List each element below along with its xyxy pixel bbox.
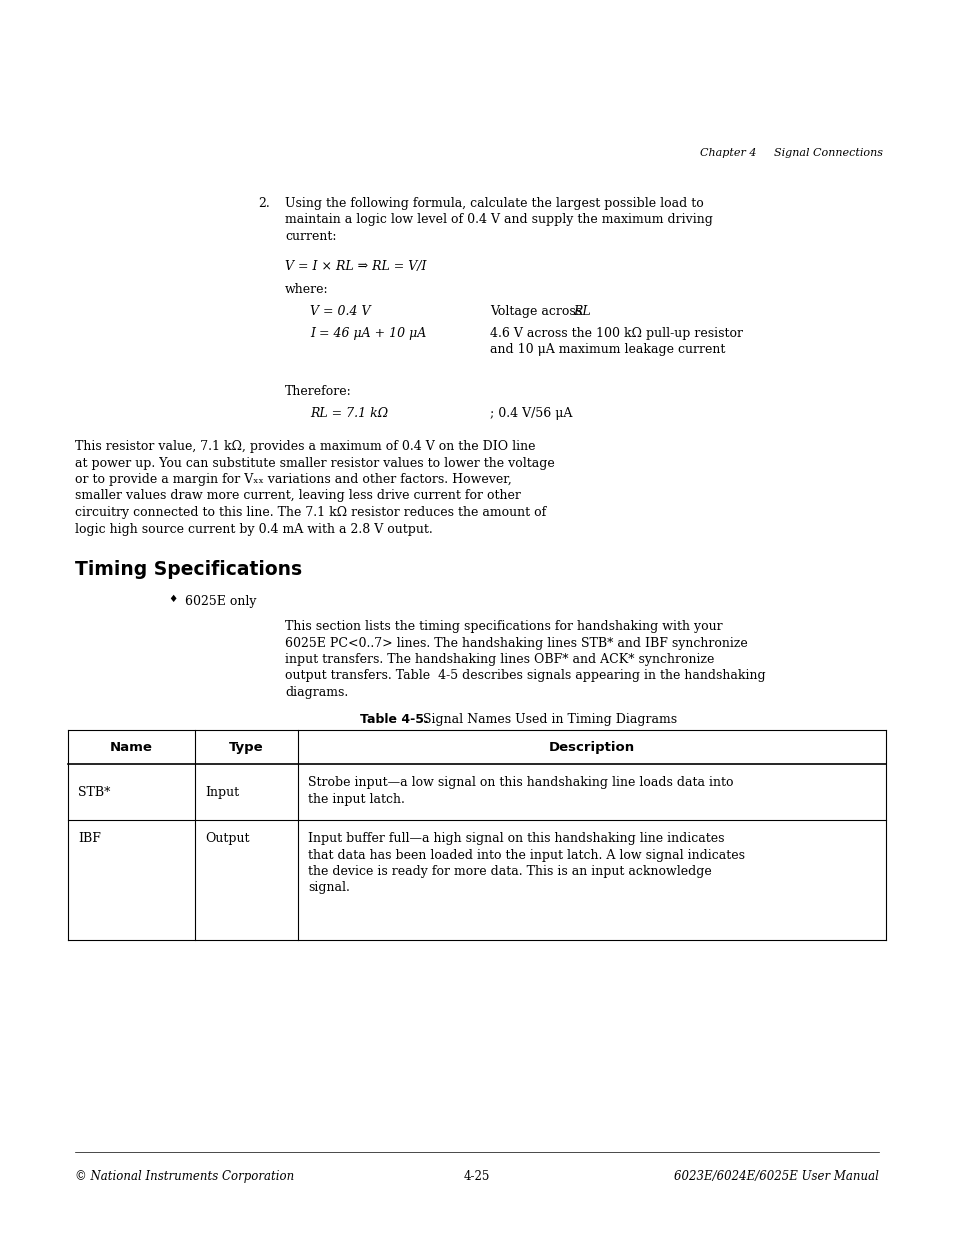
Text: diagrams.: diagrams.: [285, 685, 348, 699]
Text: This resistor value, 7.1 kΩ, provides a maximum of 0.4 V on the DIO line: This resistor value, 7.1 kΩ, provides a …: [75, 440, 535, 453]
Text: This section lists the timing specifications for handshaking with your: This section lists the timing specificat…: [285, 620, 721, 634]
Text: where:: where:: [285, 283, 328, 296]
Text: the input latch.: the input latch.: [308, 793, 404, 805]
Text: I = 46 μA + 10 μA: I = 46 μA + 10 μA: [310, 327, 426, 340]
Text: Therefore:: Therefore:: [285, 385, 352, 398]
Text: Using the following formula, calculate the largest possible load to: Using the following formula, calculate t…: [285, 198, 703, 210]
Text: Table 4-5.: Table 4-5.: [359, 713, 428, 726]
Text: IBF: IBF: [78, 832, 101, 845]
Text: and 10 μA maximum leakage current: and 10 μA maximum leakage current: [490, 343, 724, 357]
Text: 2.: 2.: [257, 198, 270, 210]
Text: Type: Type: [229, 741, 264, 755]
Text: Input buffer full—a high signal on this handshaking line indicates: Input buffer full—a high signal on this …: [308, 832, 723, 845]
Text: current:: current:: [285, 230, 336, 243]
Text: maintain a logic low level of 0.4 V and supply the maximum driving: maintain a logic low level of 0.4 V and …: [285, 214, 712, 226]
Text: signal.: signal.: [308, 882, 350, 894]
Text: that data has been loaded into the input latch. A low signal indicates: that data has been loaded into the input…: [308, 848, 744, 862]
Text: Timing Specifications: Timing Specifications: [75, 559, 302, 579]
Text: RL: RL: [573, 305, 590, 317]
Text: Name: Name: [110, 741, 152, 755]
Text: Chapter 4     Signal Connections: Chapter 4 Signal Connections: [700, 148, 882, 158]
Text: logic high source current by 0.4 mA with a 2.8 V output.: logic high source current by 0.4 mA with…: [75, 522, 433, 536]
Text: 4-25: 4-25: [463, 1170, 490, 1183]
Text: V = 0.4 V: V = 0.4 V: [310, 305, 370, 317]
Text: the device is ready for more data. This is an input acknowledge: the device is ready for more data. This …: [308, 864, 711, 878]
Text: or to provide a margin for Vₓₓ variations and other factors. However,: or to provide a margin for Vₓₓ variation…: [75, 473, 511, 487]
Text: V = I × RL ⇒ RL = V/I: V = I × RL ⇒ RL = V/I: [285, 261, 426, 273]
Text: 6025E PC<0..7> lines. The handshaking lines STB* and IBF synchronize: 6025E PC<0..7> lines. The handshaking li…: [285, 636, 747, 650]
Text: Strobe input—a low signal on this handshaking line loads data into: Strobe input—a low signal on this handsh…: [308, 776, 733, 789]
Text: 6023E/6024E/6025E User Manual: 6023E/6024E/6025E User Manual: [674, 1170, 878, 1183]
Text: output transfers. Table  4-5 describes signals appearing in the handshaking: output transfers. Table 4-5 describes si…: [285, 669, 765, 683]
Text: RL = 7.1 kΩ: RL = 7.1 kΩ: [310, 408, 388, 420]
Text: Voltage across: Voltage across: [490, 305, 585, 317]
Text: © National Instruments Corporation: © National Instruments Corporation: [75, 1170, 294, 1183]
Text: Input: Input: [205, 785, 239, 799]
Text: circuitry connected to this line. The 7.1 kΩ resistor reduces the amount of: circuitry connected to this line. The 7.…: [75, 506, 546, 519]
Text: input transfers. The handshaking lines OBF* and ACK* synchronize: input transfers. The handshaking lines O…: [285, 653, 714, 666]
Text: Signal Names Used in Timing Diagrams: Signal Names Used in Timing Diagrams: [415, 713, 677, 726]
Text: Output: Output: [205, 832, 250, 845]
Text: ♦: ♦: [168, 595, 177, 604]
Text: Description: Description: [548, 741, 635, 755]
Text: STB*: STB*: [78, 785, 111, 799]
Text: 4.6 V across the 100 kΩ pull-up resistor: 4.6 V across the 100 kΩ pull-up resistor: [490, 327, 742, 340]
Text: at power up. You can substitute smaller resistor values to lower the voltage: at power up. You can substitute smaller …: [75, 457, 554, 469]
Text: ; 0.4 V/56 μA: ; 0.4 V/56 μA: [490, 408, 572, 420]
Text: 6025E only: 6025E only: [185, 595, 256, 608]
Text: smaller values draw more current, leaving less drive current for other: smaller values draw more current, leavin…: [75, 489, 520, 503]
